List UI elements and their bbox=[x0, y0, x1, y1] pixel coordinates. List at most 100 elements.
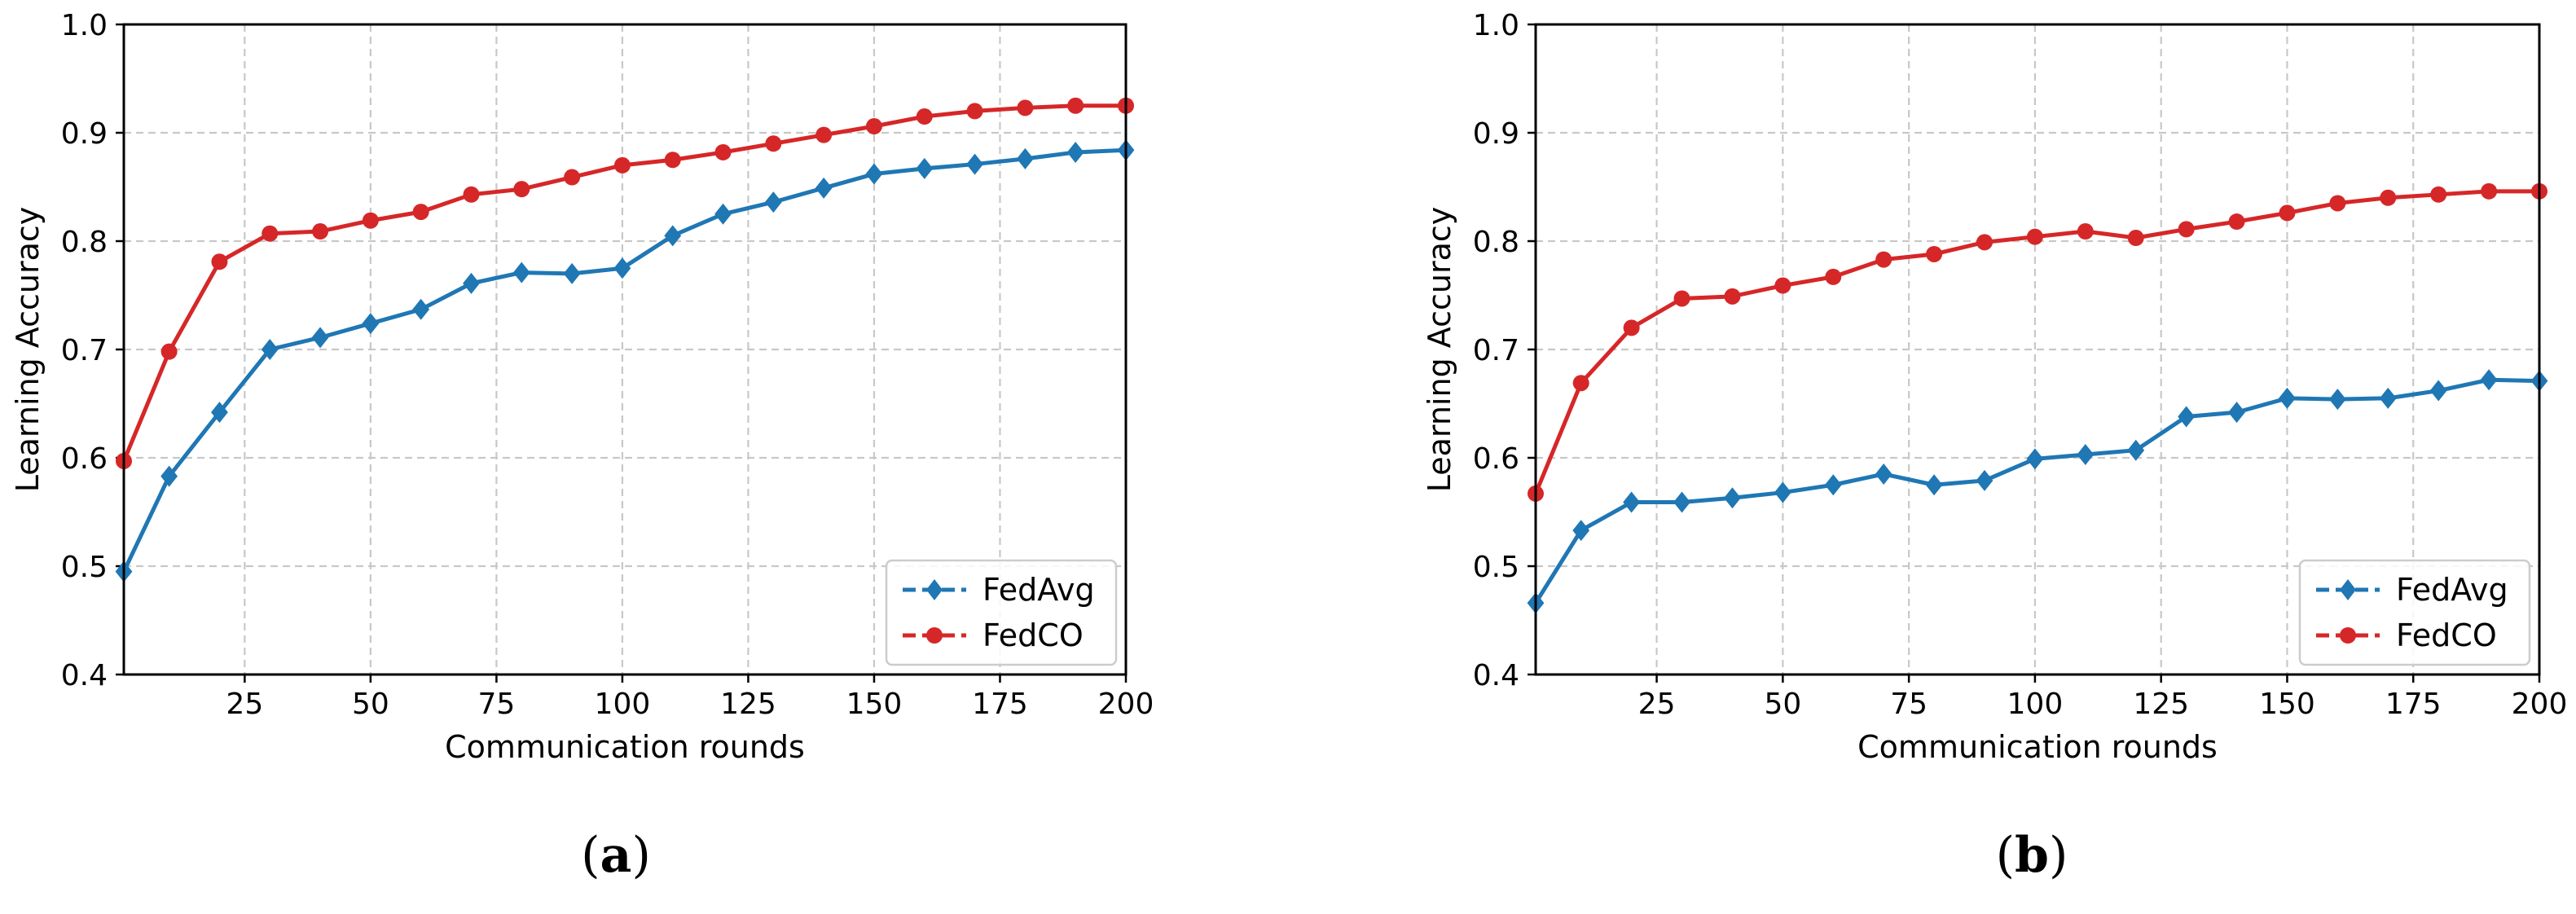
data-point bbox=[764, 191, 782, 213]
data-point bbox=[966, 103, 983, 120]
data-point bbox=[1623, 491, 1641, 513]
series-fedavg bbox=[115, 139, 1135, 582]
data-point bbox=[312, 223, 329, 240]
data-point bbox=[1976, 234, 1993, 251]
plot-frame bbox=[122, 23, 1128, 676]
data-point bbox=[2480, 369, 2498, 391]
x-tick-label: 175 bbox=[972, 688, 1028, 721]
data-point bbox=[714, 203, 732, 225]
data-point bbox=[1875, 251, 1892, 268]
x-tick-label: 50 bbox=[352, 688, 389, 721]
data-point bbox=[1572, 375, 1589, 392]
x-tick-label: 75 bbox=[1890, 688, 1928, 721]
legend: FedAvg FedCO bbox=[885, 559, 1118, 666]
legend-item-fedavg: FedAvg bbox=[2316, 572, 2508, 608]
data-point bbox=[564, 169, 581, 186]
legend-box bbox=[2298, 559, 2531, 666]
data-point bbox=[2077, 444, 2095, 466]
series-fedco bbox=[1528, 182, 2547, 502]
x-tick-label: 100 bbox=[2007, 688, 2064, 721]
data-point bbox=[613, 156, 631, 174]
data-point bbox=[2026, 448, 2044, 470]
y-tick-label: 0.4 bbox=[61, 659, 108, 692]
legend-item-fedavg: FedAvg bbox=[903, 572, 1095, 608]
data-point bbox=[2026, 228, 2043, 245]
x-tick-label: 50 bbox=[1764, 688, 1801, 721]
x-tick-label: 200 bbox=[2512, 688, 2568, 721]
series-line bbox=[121, 147, 1127, 573]
data-point bbox=[261, 339, 279, 360]
data-point bbox=[1673, 491, 1690, 513]
y-tick-label: 0.8 bbox=[61, 226, 108, 259]
x-tick-label: 150 bbox=[2259, 688, 2315, 721]
panel-a: 25 50 75 100 125 150 175 200 0.4 0.5 0.6 0.7 0.8 0.9 1… bbox=[10, 9, 1154, 884]
panel-caption: (b) bbox=[1996, 827, 2068, 884]
data-point bbox=[563, 262, 581, 284]
data-point bbox=[160, 343, 178, 360]
data-point bbox=[1774, 277, 1791, 294]
x-tick-label: 25 bbox=[226, 688, 263, 721]
x-tick-label: 125 bbox=[2133, 688, 2189, 721]
data-point bbox=[1774, 481, 1791, 503]
data-point bbox=[1925, 474, 1943, 496]
y-tick-label: 1.0 bbox=[1473, 9, 1519, 42]
data-point bbox=[916, 108, 933, 125]
legend-item-fedco: FedCO bbox=[2316, 617, 2497, 653]
data-point bbox=[1825, 268, 1842, 285]
data-point bbox=[2380, 189, 2397, 206]
data-point bbox=[765, 135, 782, 152]
data-point bbox=[1724, 487, 1741, 509]
legend-label: FedCO bbox=[2396, 617, 2497, 653]
y-tick-label: 0.7 bbox=[61, 334, 108, 367]
data-point bbox=[2077, 223, 2094, 240]
data-point bbox=[513, 181, 530, 198]
y-tick-label: 0.9 bbox=[61, 117, 108, 151]
data-point bbox=[2329, 195, 2346, 212]
data-point bbox=[1673, 290, 1690, 307]
data-point bbox=[2481, 182, 2498, 200]
data-point bbox=[815, 177, 833, 199]
data-point bbox=[1926, 245, 1943, 262]
data-point bbox=[664, 225, 682, 247]
data-point bbox=[311, 327, 329, 349]
y-axis-label: Learning Accuracy bbox=[1422, 207, 1457, 493]
data-point bbox=[2328, 389, 2346, 411]
legend-marker bbox=[926, 627, 943, 644]
y-tick-label: 0.5 bbox=[61, 551, 108, 584]
data-point bbox=[815, 126, 833, 143]
data-point bbox=[1824, 474, 1842, 496]
y-tick-label: 0.6 bbox=[61, 442, 108, 476]
data-point bbox=[2127, 439, 2145, 461]
data-point bbox=[412, 204, 429, 221]
legend-label: FedCO bbox=[982, 617, 1084, 653]
legend: FedAvg FedCO bbox=[2298, 559, 2531, 666]
data-point bbox=[966, 153, 983, 175]
panel-b: 25 50 75 100 125 150 175 200 0.4 0.5 0.6 0.7 0.8 0.9 1… bbox=[1422, 9, 2567, 884]
x-axis-label: Communication rounds bbox=[445, 729, 805, 765]
data-point bbox=[412, 298, 430, 320]
x-tick-label: 125 bbox=[720, 688, 776, 721]
legend-box bbox=[885, 559, 1118, 666]
data-point bbox=[2127, 230, 2144, 247]
data-point bbox=[1017, 99, 1034, 116]
x-tick-label: 150 bbox=[846, 688, 903, 721]
data-point bbox=[1016, 147, 1034, 169]
y-tick-label: 0.5 bbox=[1473, 551, 1519, 584]
data-point bbox=[512, 261, 530, 283]
x-tick-label: 100 bbox=[595, 688, 651, 721]
x-tick-label: 175 bbox=[2385, 688, 2442, 721]
data-point bbox=[1724, 288, 1741, 305]
y-tick-label: 0.7 bbox=[1473, 334, 1519, 367]
data-point bbox=[714, 143, 732, 160]
x-axis-label: Communication rounds bbox=[1857, 729, 2218, 765]
data-point bbox=[1976, 469, 1994, 491]
legend-marker bbox=[2340, 579, 2356, 600]
legend-marker bbox=[2340, 627, 2356, 644]
panel-caption: (a) bbox=[581, 827, 651, 884]
data-point bbox=[463, 186, 480, 203]
data-point bbox=[2279, 387, 2296, 409]
data-point bbox=[1875, 463, 1892, 485]
series-fedco bbox=[116, 97, 1134, 469]
x-tick-label: 25 bbox=[1638, 688, 1676, 721]
